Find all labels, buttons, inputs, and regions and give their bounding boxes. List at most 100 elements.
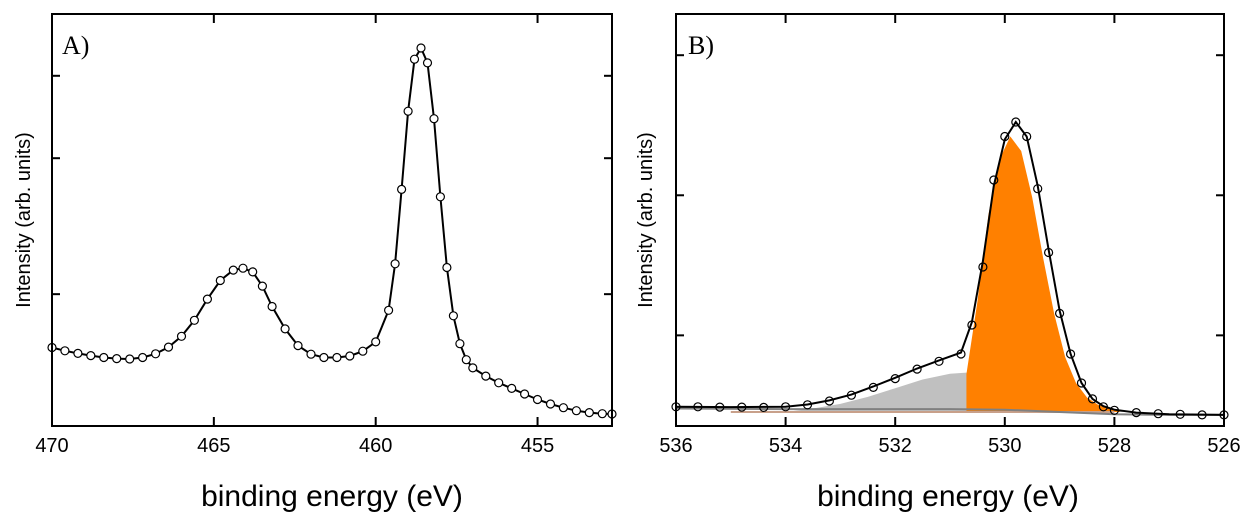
panel-a-data-point	[422, 58, 433, 68]
panel-b-data-point	[1043, 247, 1054, 258]
panel-a-data-point	[448, 311, 458, 321]
panel-b-data-point	[737, 402, 747, 412]
panel-b-data-point	[846, 390, 857, 400]
panel-b-ticks: 536 534 532 530 528 526	[659, 14, 1241, 457]
panel-b-data-point	[890, 374, 900, 384]
panel-a-data-point	[507, 383, 517, 393]
panel-b-data-point	[1011, 117, 1021, 127]
panel-b-data-point	[802, 400, 813, 410]
panel-b-x-tick-label: 528	[1098, 435, 1131, 457]
panel-a-data-point	[189, 315, 199, 325]
panel-b-x-tick-label: 530	[988, 435, 1021, 457]
panel-a-y-axis-label: Intensity (arb. units)	[13, 132, 35, 308]
panel-b-data-point	[780, 402, 791, 412]
panel-a-data-point	[125, 354, 135, 364]
panel-a-data-point	[345, 351, 355, 361]
panel-a: A) 470 465 460 455 binding energy (eV) Inte…	[13, 13, 617, 513]
panel-b-data-point	[1022, 131, 1032, 142]
panel-a-data-point	[257, 281, 267, 291]
panel-a-data-point	[267, 301, 277, 312]
panel-b-data-point	[824, 396, 835, 406]
panel-a-data-point	[435, 192, 445, 202]
panel-a-data-point	[228, 265, 238, 275]
panel-b-data-point	[1054, 308, 1065, 318]
panel-b-data-point	[1197, 410, 1207, 420]
panel-a-data-point	[409, 54, 420, 64]
panel-a-data-point	[416, 43, 426, 53]
panel-a-x-tick-label: 470	[35, 435, 68, 457]
panel-b-data-point	[978, 262, 988, 272]
panel-a-data-point	[371, 337, 381, 347]
panel-b-data-point	[868, 382, 878, 392]
panel-a-data-point	[532, 394, 543, 405]
panel-a-data-point	[519, 389, 530, 399]
panel-b-orange-component	[966, 136, 1120, 412]
panel-a-data-point	[73, 348, 83, 358]
panel-b-x-axis-label: binding energy (eV)	[817, 480, 1079, 513]
panel-a-data-point	[99, 352, 109, 363]
panel-b: B) 536 534 532 530 528 526 binding energy (eV…	[635, 13, 1241, 513]
panel-a-series-line	[51, 45, 613, 415]
panel-a-label: A)	[62, 31, 89, 60]
panel-a-data-point	[461, 355, 471, 365]
panel-a-data-point	[112, 354, 122, 364]
panel-b-data-point	[759, 402, 769, 412]
panel-b-data-point	[912, 364, 922, 374]
panel-a-data-point	[597, 409, 607, 419]
panel-a-data-point	[293, 341, 303, 351]
panel-b-x-tick-label: 534	[769, 435, 802, 457]
panel-a-data-point	[151, 349, 161, 359]
panel-a-data-point	[163, 342, 174, 352]
panel-b-data-point	[1065, 349, 1076, 359]
panel-b-fit-envelope	[675, 120, 1225, 416]
panel-a-plot-area	[47, 43, 617, 419]
panel-b-data-point	[1109, 405, 1120, 415]
panel-b-x-tick-label: 532	[879, 435, 912, 457]
panel-a-data-point	[442, 262, 452, 273]
panel-a-data-point	[397, 184, 407, 194]
panel-a-x-tick-label: 455	[521, 435, 554, 457]
panel-a-data-point	[558, 403, 569, 413]
panel-b-data-point	[1033, 184, 1043, 194]
panel-a-ticks: 470 465 460 455	[35, 14, 612, 457]
panel-b-plot-area	[671, 117, 1229, 420]
panel-b-background-line	[675, 407, 1224, 416]
panel-a-data-point	[248, 267, 258, 277]
panel-a-data-point	[403, 106, 413, 116]
panel-b-data-point	[967, 320, 977, 330]
panel-a-data-point	[584, 408, 594, 418]
panel-b-data-point	[934, 356, 944, 366]
panel-a-data-point	[215, 275, 225, 286]
panel-a-x-axis-label: binding energy (eV)	[201, 480, 463, 513]
panel-a-data-point	[571, 406, 582, 416]
panel-b-x-tick-label: 536	[659, 435, 692, 457]
panel-a-data-point	[455, 339, 465, 349]
panel-a-data-point	[60, 346, 70, 356]
panel-b-data-point	[715, 402, 725, 412]
panel-b-data-point	[1087, 394, 1098, 404]
panel-b-data-point	[956, 349, 966, 359]
panel-a-data-point	[390, 259, 400, 269]
panel-b-frame	[675, 13, 1225, 427]
panel-a-data-point	[176, 331, 187, 341]
panel-a-data-point	[358, 346, 368, 356]
panel-b-data-point	[1000, 131, 1010, 142]
panel-b-label: B)	[688, 31, 714, 60]
panel-a-data-point	[202, 294, 212, 304]
panel-b-y-axis-label: Intensity (arb. units)	[635, 132, 657, 308]
panel-b-data-point	[1131, 408, 1141, 418]
panel-a-data-point	[468, 363, 478, 373]
panel-a-data-point	[306, 349, 316, 359]
panel-b-data-point	[1153, 409, 1163, 419]
panel-a-data-point	[384, 305, 394, 315]
panel-a-data-point	[319, 352, 329, 363]
panel-a-data-point	[138, 352, 148, 363]
panel-b-data-point	[1076, 378, 1087, 388]
panel-a-data-point	[86, 351, 96, 361]
panel-a-x-tick-label: 460	[359, 435, 392, 457]
panel-a-data-point	[238, 263, 248, 273]
panel-b-data-point	[989, 175, 999, 185]
panel-b-data-point	[1098, 402, 1109, 412]
panel-a-data-point	[481, 371, 491, 381]
